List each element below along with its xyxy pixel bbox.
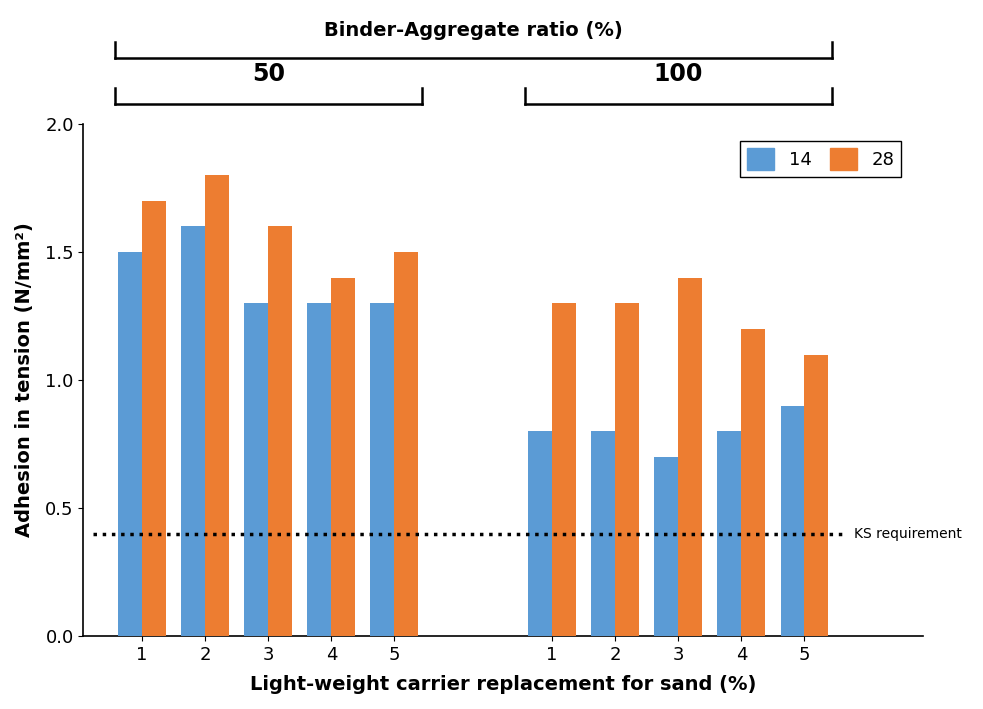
Bar [678,278,702,636]
X-axis label: Light-weight carrier replacement for sand (%): Light-weight carrier replacement for san… [250,675,757,694]
Bar [615,303,639,636]
Bar [143,201,166,636]
Bar [308,303,331,636]
Bar [371,303,394,636]
Text: 50: 50 [252,62,285,86]
Text: Binder-Aggregate ratio (%): Binder-Aggregate ratio (%) [324,21,622,40]
Bar [741,329,766,636]
Y-axis label: Adhesion in tension (N/mm²): Adhesion in tension (N/mm²) [15,223,34,537]
Bar [181,226,205,636]
Bar [528,431,552,636]
Bar [718,431,741,636]
Bar [804,354,829,636]
Bar [591,431,615,636]
Legend: 14, 28: 14, 28 [740,141,901,177]
Text: 100: 100 [654,62,703,86]
Bar [205,175,229,636]
Bar [331,278,355,636]
Bar [781,406,804,636]
Bar [552,303,576,636]
Bar [394,252,419,636]
Bar [245,303,268,636]
Bar [655,457,678,636]
Bar [268,226,292,636]
Text: KS requirement: KS requirement [853,527,961,541]
Bar [118,252,143,636]
